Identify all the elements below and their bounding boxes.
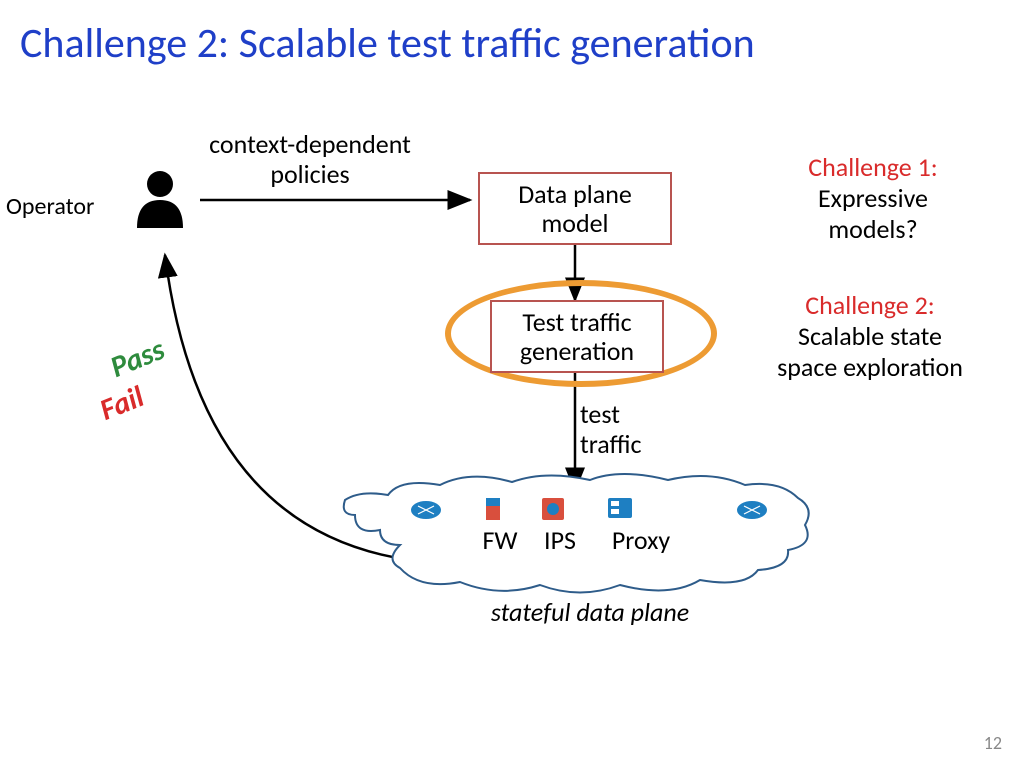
- proxy-icon: [608, 498, 632, 518]
- diagram-svg: [0, 0, 1024, 768]
- pass-label: Pass: [105, 331, 170, 386]
- operator-label: Operator: [6, 192, 94, 221]
- challenge-2-head: Challenge 2:: [720, 290, 1020, 321]
- fw-icon: [486, 498, 500, 520]
- challenge-1: Challenge 1: Expressive models?: [748, 152, 998, 246]
- cloud-ips-label: IPS: [530, 526, 590, 556]
- page-number: 12: [984, 732, 1002, 754]
- fail-label: Fail: [95, 378, 150, 429]
- page-title: Challenge 2: Scalable test traffic gener…: [20, 18, 1004, 69]
- policies-label: context-dependent policies: [180, 130, 440, 190]
- cloud-caption: stateful data plane: [450, 598, 730, 628]
- router-icon-right: [737, 501, 767, 519]
- cloud-fw-label: FW: [470, 526, 530, 556]
- ips-icon: [542, 498, 564, 520]
- test-traffic-label: test traffic: [580, 400, 670, 460]
- challenge-1-head: Challenge 1:: [748, 152, 998, 183]
- title-text: Challenge 2: Scalable test traffic gener…: [20, 18, 755, 69]
- challenge-2: Challenge 2: Scalable state space explor…: [720, 290, 1020, 384]
- data-plane-box: Data plane model: [478, 172, 672, 245]
- router-icon-left: [411, 501, 441, 519]
- cloud-proxy-label: Proxy: [596, 526, 686, 556]
- test-traffic-box: Test traffic generation: [490, 300, 664, 373]
- arrow-feedback: [165, 255, 410, 560]
- operator-icon: [137, 171, 183, 228]
